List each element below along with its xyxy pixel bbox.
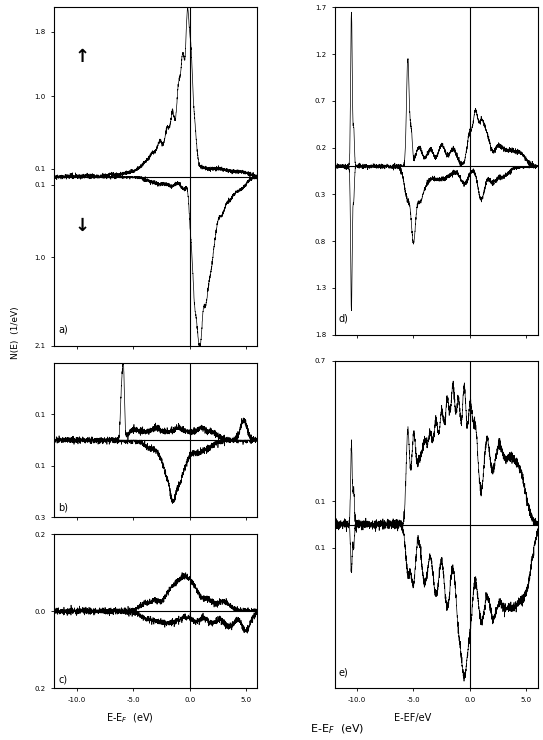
Text: ↑: ↑ (74, 48, 90, 66)
Text: E-EF/eV: E-EF/eV (394, 713, 431, 724)
Text: E-E$_F$  (eV): E-E$_F$ (eV) (310, 723, 364, 736)
Text: d): d) (339, 314, 349, 323)
Text: e): e) (339, 667, 348, 677)
Text: E-E$_F$  (eV): E-E$_F$ (eV) (106, 712, 154, 725)
Text: N(E)  (1/eV): N(E) (1/eV) (11, 306, 20, 360)
Text: c): c) (58, 674, 67, 684)
Text: b): b) (58, 503, 68, 513)
Text: a): a) (58, 324, 68, 334)
Text: ↓: ↓ (74, 218, 90, 235)
